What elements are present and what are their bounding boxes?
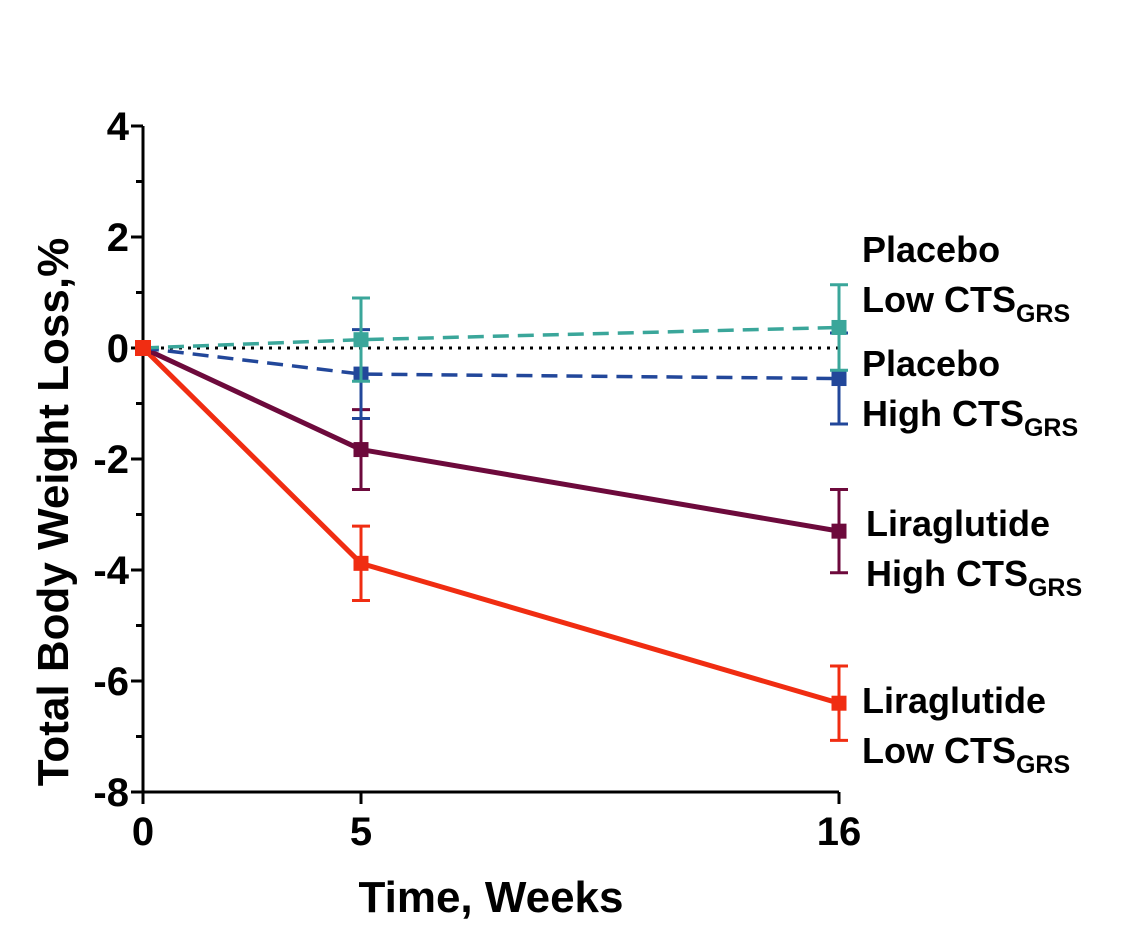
y-tick-label: 0 (107, 327, 129, 371)
x-tick-label: 5 (350, 810, 372, 854)
data-point (353, 442, 369, 458)
series-line (142, 346, 840, 381)
legend-entry-placebo-high: Placebo High CTSGRS (862, 343, 1078, 442)
series-line (141, 345, 840, 534)
legend-label-line1: Placebo (862, 343, 1000, 384)
legend-subscript: GRS (1024, 414, 1078, 442)
legend-label-line1: Placebo (862, 229, 1000, 270)
legend-entry-lira-low: Liraglutide Low CTSGRS (862, 680, 1070, 779)
plot-area (135, 283, 848, 742)
x-tick-label: 16 (817, 810, 862, 854)
data-point (353, 555, 369, 571)
data-point (831, 319, 847, 335)
y-tick-label: -4 (93, 549, 129, 593)
x-tick-label: 0 (132, 810, 154, 854)
y-tick-label: 2 (107, 216, 129, 260)
y-axis-title: Total Body Weight Loss,% (29, 238, 78, 786)
data-point (831, 523, 847, 539)
legend-label-line1: Liraglutide (862, 680, 1046, 721)
data-point (831, 695, 847, 711)
series-line (142, 325, 840, 350)
x-axis-title: Time, Weeks (359, 873, 624, 922)
data-point (353, 332, 369, 348)
series-placebo-low (135, 283, 848, 383)
legend-subscript: GRS (1016, 751, 1070, 779)
series-line (141, 346, 840, 706)
series-placebo-high (135, 328, 848, 426)
data-point (831, 371, 847, 387)
y-tick-label: -2 (93, 438, 129, 482)
legend-label-line2: High CTSGRS (862, 393, 1078, 442)
legend-entry-placebo-low: Placebo Low CTSGRS (862, 229, 1070, 328)
series-lira-low (135, 340, 848, 742)
legend-label-line1: Liraglutide (866, 503, 1050, 544)
y-tick-label: -8 (93, 771, 129, 815)
axes: 420-2-4-6-80 5 16 (93, 105, 861, 854)
legend-label-line2: High CTSGRS (866, 553, 1082, 602)
legend-entry-lira-high: Liraglutide High CTSGRS (866, 503, 1082, 602)
y-tick-label: -6 (93, 660, 129, 704)
legend-label-line2: Low CTSGRS (862, 730, 1070, 779)
legend-label-line2: Low CTSGRS (862, 279, 1070, 328)
legend-subscript: GRS (1016, 300, 1070, 328)
legend-subscript: GRS (1028, 574, 1082, 602)
y-tick-label: 4 (107, 105, 130, 149)
origin-point (135, 340, 151, 356)
